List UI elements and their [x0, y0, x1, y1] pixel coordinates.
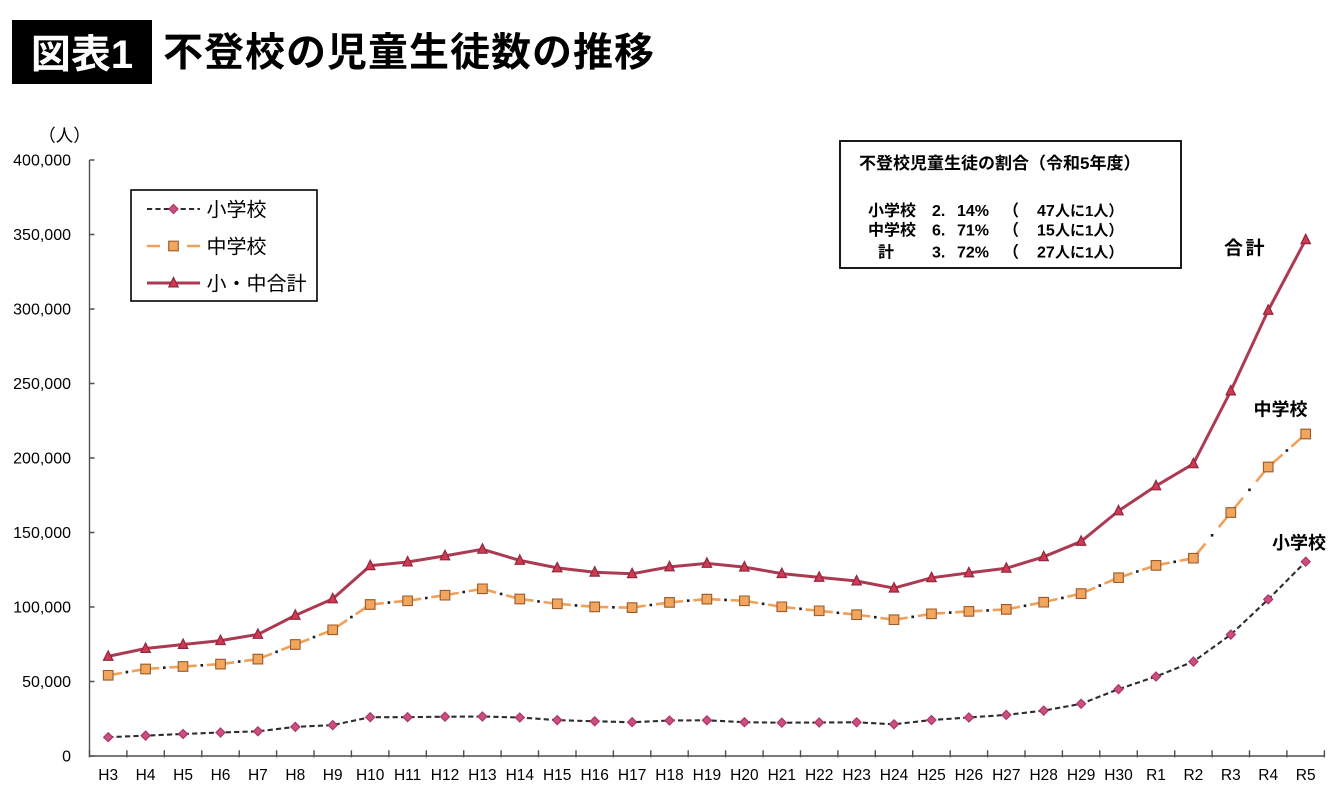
svg-text:H3: H3	[98, 767, 118, 784]
svg-text:71%: 71%	[957, 217, 989, 241]
svg-text:H19: H19	[693, 767, 721, 784]
svg-text:計: 計	[878, 239, 894, 263]
svg-text:H5: H5	[173, 767, 193, 784]
svg-text:H26: H26	[955, 767, 983, 784]
svg-text:H30: H30	[1104, 767, 1133, 784]
svg-text:不登校児童生徒の割合（令和5年度）: 不登校児童生徒の割合（令和5年度）	[859, 149, 1140, 174]
svg-text:R4: R4	[1258, 767, 1278, 784]
svg-text:72%: 72%	[957, 239, 989, 263]
svg-text:H22: H22	[805, 767, 833, 784]
svg-text:H10: H10	[356, 767, 385, 784]
svg-text:H14: H14	[506, 767, 535, 784]
svg-text:R3: R3	[1221, 767, 1241, 784]
svg-text:（: （	[1003, 217, 1019, 241]
svg-text:人に1人）: 人に1人）	[1055, 242, 1123, 263]
svg-text:H11: H11	[394, 767, 421, 784]
svg-text:（: （	[1003, 239, 1019, 263]
svg-text:100,000: 100,000	[13, 600, 71, 617]
svg-text:H4: H4	[136, 767, 156, 784]
svg-text:14%: 14%	[957, 197, 989, 221]
svg-text:人に1人）: 人に1人）	[1055, 200, 1123, 221]
svg-text:400,000: 400,000	[13, 153, 71, 170]
svg-text:（人）: （人）	[38, 123, 91, 148]
svg-text:H20: H20	[730, 767, 759, 784]
svg-text:小学校: 小学校	[207, 193, 267, 222]
svg-text:2.: 2.	[932, 197, 945, 221]
svg-text:小・中合計: 小・中合計	[207, 267, 307, 296]
svg-text:合計: 合計	[1224, 234, 1267, 261]
svg-text:H24: H24	[880, 767, 909, 784]
svg-text:H29: H29	[1067, 767, 1095, 784]
svg-text:H17: H17	[618, 767, 646, 784]
svg-text:H27: H27	[992, 767, 1020, 784]
svg-text:6.: 6.	[932, 217, 945, 241]
svg-text:H15: H15	[543, 767, 571, 784]
svg-text:中学校: 中学校	[207, 230, 267, 259]
svg-text:15: 15	[1037, 217, 1055, 241]
svg-text:3.: 3.	[932, 239, 945, 263]
svg-text:中学校: 中学校	[1254, 396, 1308, 422]
svg-text:H12: H12	[431, 767, 459, 784]
svg-text:小学校: 小学校	[868, 197, 916, 221]
svg-text:47: 47	[1037, 197, 1055, 221]
svg-text:小学校: 小学校	[1272, 529, 1326, 555]
svg-text:0: 0	[62, 749, 71, 766]
svg-text:250,000: 250,000	[13, 376, 71, 393]
svg-text:R1: R1	[1146, 767, 1166, 784]
svg-text:200,000: 200,000	[13, 451, 71, 468]
svg-text:H13: H13	[468, 767, 496, 784]
svg-text:150,000: 150,000	[13, 525, 71, 542]
svg-text:50,000: 50,000	[22, 674, 71, 691]
svg-text:H16: H16	[580, 767, 608, 784]
svg-text:H21: H21	[768, 767, 796, 784]
svg-text:300,000: 300,000	[13, 302, 71, 319]
svg-text:H23: H23	[842, 767, 870, 784]
svg-text:350,000: 350,000	[13, 227, 71, 244]
svg-text:（: （	[1003, 197, 1019, 221]
svg-text:H18: H18	[655, 767, 683, 784]
svg-text:H25: H25	[917, 767, 945, 784]
svg-text:H6: H6	[211, 767, 231, 784]
svg-text:H8: H8	[285, 767, 305, 784]
svg-text:H7: H7	[248, 767, 268, 784]
svg-text:H28: H28	[1029, 767, 1057, 784]
svg-text:人に1人）: 人に1人）	[1055, 220, 1123, 241]
svg-text:R5: R5	[1296, 767, 1316, 784]
svg-text:H9: H9	[323, 767, 343, 784]
svg-text:中学校: 中学校	[868, 217, 916, 241]
svg-text:R2: R2	[1183, 767, 1203, 784]
svg-text:27: 27	[1037, 239, 1055, 263]
